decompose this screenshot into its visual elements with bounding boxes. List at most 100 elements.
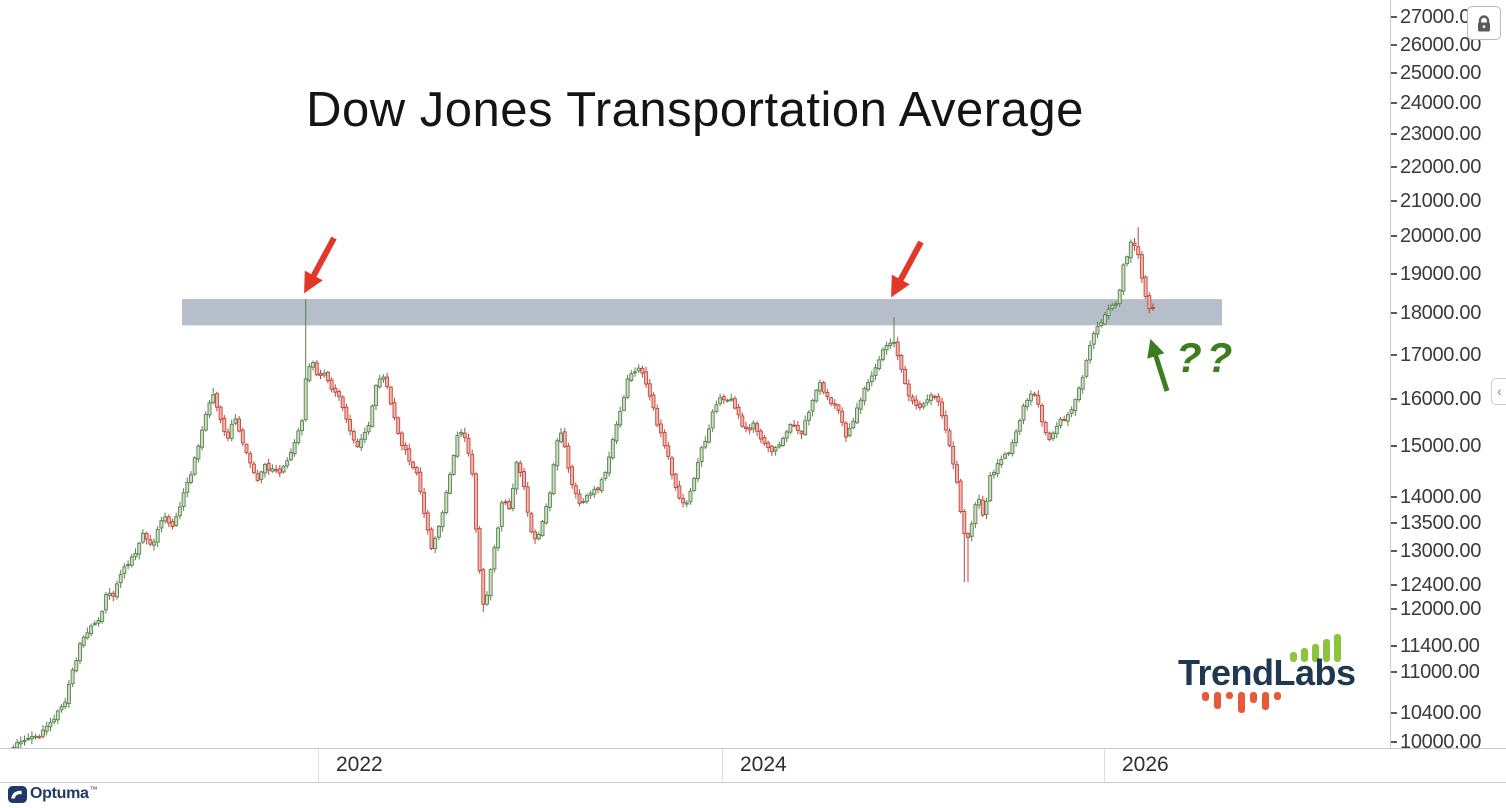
- candle: [485, 591, 489, 606]
- candle: [803, 415, 808, 436]
- trendlabs-logo: TrendLabs: [1168, 628, 1378, 732]
- candle: [163, 512, 168, 524]
- candle: [1021, 403, 1026, 425]
- candle: [1084, 358, 1089, 379]
- candle: [329, 377, 334, 393]
- price-axis-tick: 13500.00: [1391, 512, 1481, 534]
- axis-lock-button[interactable]: [1467, 6, 1501, 40]
- candle: [640, 365, 645, 378]
- candle: [189, 471, 193, 485]
- price-axis-tick-label: 25000.00: [1400, 61, 1482, 84]
- candle: [29, 731, 34, 745]
- candle: [337, 389, 341, 402]
- candle: [1065, 411, 1070, 427]
- price-axis-tick-label: 24000.00: [1400, 91, 1482, 114]
- candle: [26, 733, 31, 741]
- candle: [52, 714, 57, 725]
- arrow-annotations[interactable]: [304, 236, 1170, 392]
- candle: [248, 451, 253, 469]
- candle: [799, 430, 804, 439]
- chevron-left-icon: ‹: [1497, 383, 1502, 399]
- candle: [499, 500, 504, 532]
- candle: [1139, 250, 1144, 284]
- candle: [344, 403, 349, 424]
- candle: [170, 518, 175, 530]
- time-axis-tick: [318, 749, 319, 782]
- candle: [995, 458, 1000, 478]
- time-axis[interactable]: 2022 2024 2026: [0, 748, 1506, 783]
- candle: [914, 395, 919, 410]
- candle: [259, 470, 264, 484]
- candle: [103, 592, 108, 614]
- candle: [44, 721, 49, 736]
- candle: [177, 501, 182, 520]
- candle: [1003, 452, 1007, 460]
- candle: [762, 435, 767, 446]
- tick-mark: [1391, 273, 1397, 275]
- candle: [440, 510, 445, 532]
- candle: [196, 444, 201, 463]
- candle: [810, 398, 815, 417]
- price-axis-tick-label: 17000.00: [1400, 343, 1482, 366]
- price-axis-tick: 24000.00: [1391, 92, 1481, 114]
- candle: [340, 395, 345, 412]
- price-axis-tick: 25000.00: [1391, 62, 1481, 84]
- price-axis-tick: 14000.00: [1391, 486, 1481, 508]
- chart-plot-area[interactable]: Dow Jones Transportation Average ?? Tren…: [0, 0, 1390, 748]
- red-down-arrow-2[interactable]: [891, 240, 924, 298]
- candle: [307, 363, 312, 383]
- resistance-band[interactable]: [182, 299, 1222, 326]
- candle: [903, 365, 908, 385]
- candle: [943, 410, 948, 434]
- candle: [962, 509, 967, 583]
- price-axis-tick-label: 10400.00: [1400, 701, 1482, 724]
- candle: [740, 412, 745, 428]
- price-axis-panel[interactable]: 27000.00 26000.00 25000.00 24000.00 23000.00…: [1390, 0, 1506, 753]
- candle: [858, 397, 863, 414]
- candle: [655, 404, 660, 428]
- logo-bar: [1214, 692, 1221, 709]
- candle: [566, 442, 571, 473]
- candle: [703, 436, 708, 450]
- candle: [314, 360, 319, 377]
- candle: [48, 717, 53, 732]
- green-up-arrow[interactable]: [1147, 338, 1170, 392]
- candle: [89, 623, 94, 637]
- tick-mark: [1391, 102, 1397, 104]
- candle: [41, 725, 45, 739]
- candle: [973, 502, 978, 529]
- tick-mark: [1391, 166, 1397, 168]
- candle: [403, 442, 408, 455]
- candle: [725, 398, 730, 403]
- price-axis-tick-label: 14000.00: [1400, 485, 1482, 508]
- logo-bar: [1274, 692, 1281, 700]
- tick-mark: [1391, 522, 1397, 524]
- logo-bar: [1301, 648, 1308, 662]
- candle: [137, 541, 142, 560]
- candle: [296, 427, 301, 445]
- candlestick-chart-canvas[interactable]: [0, 0, 1390, 748]
- question-marks-annotation[interactable]: ??: [1176, 334, 1238, 381]
- candle: [477, 525, 482, 574]
- candle: [544, 503, 549, 525]
- chart-title[interactable]: Dow Jones Transportation Average: [306, 83, 1084, 137]
- candle: [940, 397, 945, 419]
- price-axis-tick: 20000.00: [1391, 225, 1481, 247]
- candle: [1077, 386, 1081, 403]
- candle: [385, 372, 390, 389]
- candle: [729, 393, 734, 402]
- logo-bar: [1250, 692, 1257, 703]
- axis-collapse-handle[interactable]: ‹: [1491, 378, 1506, 405]
- candle: [1028, 390, 1033, 406]
- candle: [274, 464, 279, 473]
- price-axis-tick-label: 11400.00: [1400, 634, 1480, 657]
- candle: [518, 460, 523, 478]
- candle: [559, 428, 563, 444]
- candle: [192, 456, 197, 477]
- red-down-arrow-1[interactable]: [304, 236, 337, 294]
- candle: [22, 735, 27, 746]
- candle: [1117, 288, 1122, 307]
- candle: [647, 378, 652, 401]
- candle: [244, 443, 249, 455]
